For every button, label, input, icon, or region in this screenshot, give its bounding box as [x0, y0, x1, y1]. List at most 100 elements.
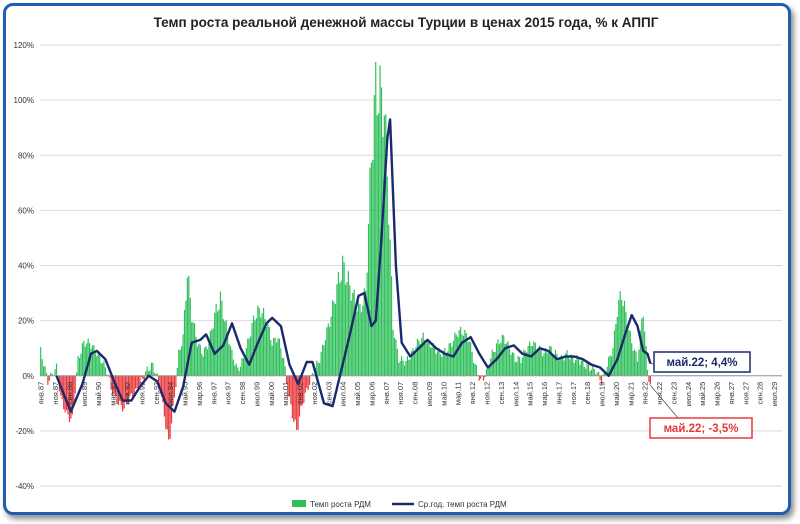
- bar: [317, 362, 319, 376]
- bar: [252, 315, 255, 376]
- x-tick-label: мар.26: [713, 382, 722, 406]
- x-tick-label: мар.96: [195, 382, 204, 406]
- x-tick-label: ноя.87: [51, 382, 60, 405]
- bar: [518, 357, 521, 376]
- bar: [621, 299, 623, 376]
- bar: [260, 317, 262, 376]
- bar: [350, 300, 352, 376]
- x-tick-label: май.00: [267, 382, 276, 406]
- bar: [215, 303, 217, 376]
- bar: [208, 343, 210, 376]
- bar: [531, 346, 534, 376]
- bar: [379, 65, 381, 376]
- x-tick-label: июл.14: [511, 382, 520, 406]
- bar: [390, 276, 393, 376]
- bar: [50, 372, 52, 376]
- bar: [365, 290, 367, 376]
- y-tick-label: 0%: [22, 372, 34, 381]
- bar: [124, 375, 127, 402]
- bar: [413, 351, 416, 376]
- bar: [202, 356, 204, 376]
- bar: [196, 346, 199, 376]
- annotation-leader: [650, 385, 679, 419]
- bar: [608, 356, 610, 376]
- bar: [267, 323, 269, 376]
- bar: [132, 375, 134, 399]
- bar: [261, 313, 263, 376]
- bar: [421, 338, 423, 376]
- y-tick-label: 80%: [18, 151, 34, 160]
- bar: [136, 375, 138, 389]
- bar: [576, 355, 578, 376]
- bar: [285, 375, 288, 384]
- bar: [589, 371, 591, 376]
- bar: [199, 344, 201, 376]
- bar: [428, 339, 430, 376]
- bar: [501, 334, 503, 376]
- bar: [47, 375, 49, 385]
- bar: [74, 375, 76, 394]
- bar: [402, 360, 404, 376]
- bar: [396, 348, 398, 376]
- bar: [247, 338, 249, 376]
- bar: [550, 346, 552, 376]
- bar: [126, 375, 128, 405]
- bar: [241, 358, 243, 376]
- bar: [467, 341, 469, 376]
- bar: [291, 375, 293, 419]
- bar: [111, 375, 114, 396]
- bar: [324, 340, 327, 376]
- bar: [566, 350, 568, 376]
- legend-swatch: [292, 500, 306, 507]
- bar: [280, 348, 282, 376]
- x-tick-label: янв.07: [382, 382, 391, 405]
- bar: [533, 341, 535, 376]
- bar: [91, 345, 94, 376]
- bar: [567, 357, 570, 376]
- bar: [68, 375, 71, 422]
- bar: [422, 332, 424, 376]
- bar: [352, 292, 354, 376]
- bar: [277, 338, 279, 376]
- bar: [268, 327, 270, 376]
- bar: [606, 366, 608, 376]
- bar: [513, 352, 515, 376]
- bar: [327, 323, 329, 376]
- bar: [237, 367, 239, 376]
- bar: [281, 357, 283, 376]
- bar: [363, 288, 365, 376]
- bar: [498, 344, 501, 376]
- bar: [415, 347, 417, 376]
- bar: [245, 348, 247, 376]
- bar: [133, 375, 135, 397]
- bar: [87, 338, 89, 376]
- bar: [562, 358, 564, 376]
- bar: [599, 375, 601, 381]
- bar: [221, 300, 223, 376]
- bar: [359, 304, 361, 376]
- bar: [150, 362, 153, 376]
- x-tick-label: янв.12: [468, 382, 477, 405]
- bar: [638, 349, 640, 376]
- bar: [524, 350, 526, 376]
- bar: [609, 355, 611, 376]
- bar: [511, 352, 513, 376]
- bar: [393, 337, 396, 376]
- bar: [219, 291, 222, 376]
- x-tick-label: июл.99: [252, 382, 261, 406]
- bar: [362, 305, 364, 376]
- bar: [294, 375, 296, 420]
- bar: [159, 375, 161, 394]
- bar: [225, 320, 227, 376]
- bar: [214, 312, 216, 376]
- bar: [408, 359, 410, 376]
- bar: [360, 312, 362, 376]
- bar: [455, 334, 457, 376]
- x-tick-label: ноя.07: [396, 382, 405, 405]
- bar: [517, 356, 519, 376]
- bar: [459, 326, 462, 376]
- bar: [83, 340, 85, 376]
- bar: [399, 360, 401, 376]
- bar: [438, 348, 440, 376]
- x-tick-label: май.15: [526, 382, 535, 406]
